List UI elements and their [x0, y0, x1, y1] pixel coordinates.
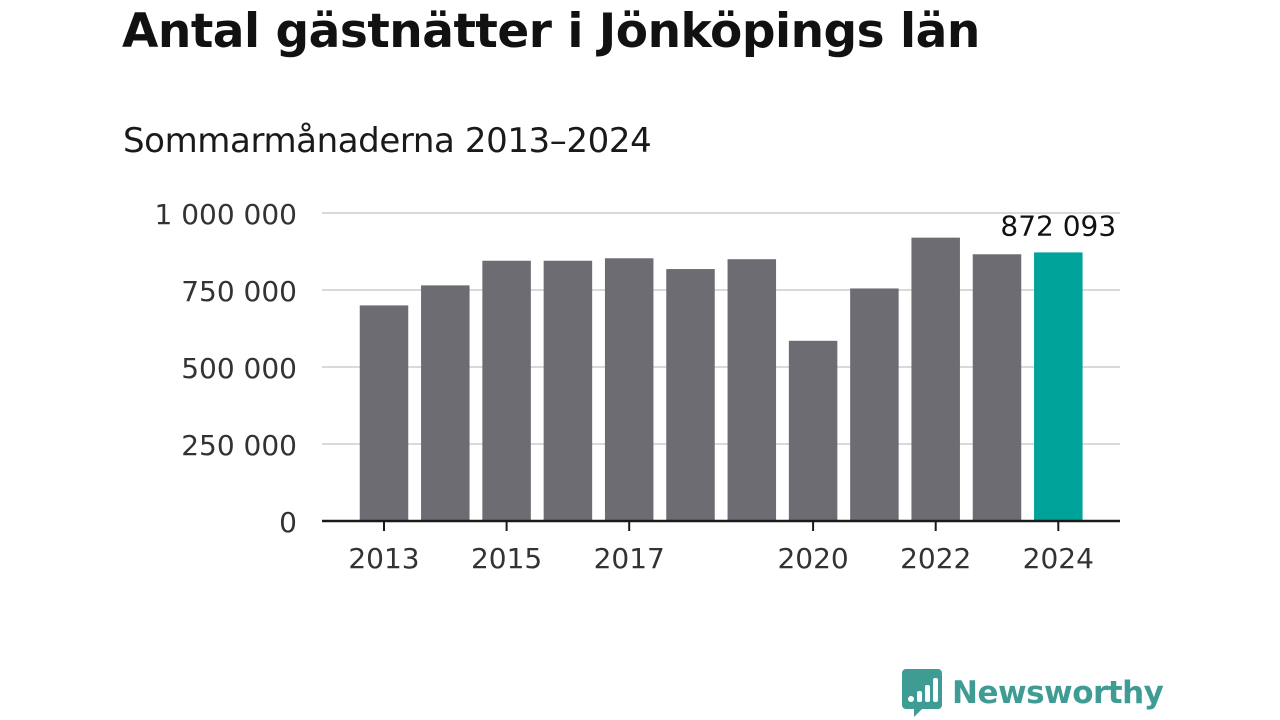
x-tick-label: 2013: [348, 542, 419, 575]
chart-subtitle: Sommarmånaderna 2013–2024: [123, 121, 652, 161]
bar-2019: [727, 259, 777, 521]
x-tick-label: 2022: [900, 542, 971, 575]
bar-2013: [359, 305, 409, 521]
y-tick-label: 500 000: [181, 352, 297, 385]
bar-2022: [911, 237, 960, 521]
bar-2020: [788, 340, 838, 521]
bar-2023: [972, 254, 1022, 521]
bar-2016: [543, 260, 593, 521]
y-tick-label: 0: [279, 506, 297, 539]
x-tick-label: 2020: [777, 542, 848, 575]
bar-2021: [850, 288, 899, 521]
x-tick-label: 2015: [471, 542, 542, 575]
y-tick-label: 1 000 000: [154, 198, 297, 231]
bar-2018: [666, 269, 715, 521]
y-tick-label: 750 000: [181, 275, 297, 308]
bar-2024: [1034, 252, 1083, 521]
brand-logo: Newsworthy: [902, 668, 1164, 718]
brand-name: Newsworthy: [952, 675, 1164, 711]
x-tick-label: 2017: [594, 542, 665, 575]
y-tick-label: 250 000: [181, 429, 297, 462]
newsworthy-logo-icon: [902, 669, 942, 717]
bar-2014: [421, 285, 470, 521]
bar-2017: [604, 258, 654, 521]
data-label: 872 093: [1000, 209, 1116, 242]
x-tick-label: 2024: [1023, 542, 1094, 575]
bar-2015: [482, 260, 531, 521]
chart-title: Antal gästnätter i Jönköpings län: [122, 4, 980, 59]
